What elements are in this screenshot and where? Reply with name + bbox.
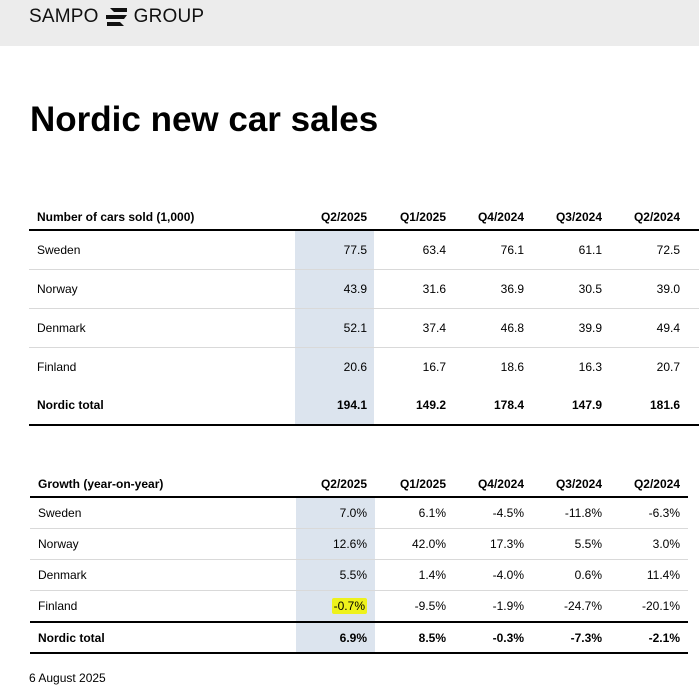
table-row: Denmark 52.1 37.4 46.8 39.9 49.4 — [29, 308, 699, 348]
row-label: Denmark — [30, 559, 296, 591]
total-row: Nordic total 6.9% 8.5% -0.3% -7.3% -2.1% — [30, 621, 688, 654]
column-header: Q4/2024 — [454, 471, 532, 498]
column-header: Q3/2024 — [532, 471, 610, 498]
table-row: Norway 12.6% 42.0% 17.3% 5.5% 3.0% — [30, 528, 688, 560]
table-cell: 20.7 — [656, 360, 680, 374]
table-cell: 20.6 — [295, 347, 374, 386]
sampo-s-logo-icon — [105, 8, 127, 26]
table-cell: 6.1% — [375, 497, 454, 529]
column-header: Q2/2024 — [609, 205, 687, 231]
column-header: Q1/2025 — [374, 205, 453, 231]
table-row: Denmark 5.5% 1.4% -4.0% 0.6% 11.4% — [30, 559, 688, 591]
table-cell: -0.3% — [454, 621, 532, 654]
table-cell: 39.9 — [531, 308, 609, 348]
table-header-row: Growth (year-on-year) Q2/2025 Q1/2025 Q4… — [30, 471, 688, 498]
table-row: Finland 20.6 16.7 18.6 16.3 20.7 — [29, 347, 699, 386]
table-cell: 12.6% — [296, 528, 375, 560]
column-header: Number of cars sold (1,000) — [29, 205, 295, 231]
table-cell: 42.0% — [375, 528, 454, 560]
table-cell: 1.4% — [375, 559, 454, 591]
table-cell: 31.6 — [374, 269, 453, 309]
table-cell: -6.3% — [610, 497, 688, 529]
table-cell: 18.6 — [500, 360, 524, 374]
column-header: Q2/2025 — [295, 205, 374, 231]
table-cell: 5.5% — [532, 528, 610, 560]
table-cell: 77.5 — [295, 230, 374, 270]
row-label: Norway — [29, 269, 295, 309]
row-label: Denmark — [29, 308, 295, 348]
column-header: Growth (year-on-year) — [30, 471, 296, 498]
top-bar: SAMPO GROUP — [0, 0, 699, 46]
column-header: Q3/2024 — [531, 205, 609, 231]
table-cell: 76.1 — [453, 230, 531, 270]
table-cell: 43.9 — [295, 269, 374, 309]
table-cell: -9.5% — [414, 599, 446, 613]
row-label: Nordic total — [29, 386, 295, 426]
table-cell: 178.4 — [453, 386, 531, 426]
table-cell: 11.4% — [610, 559, 688, 591]
total-row: Nordic total 194.1 149.2 178.4 147.9 181… — [29, 386, 699, 426]
row-label: Finland — [38, 599, 78, 613]
row-label: Sweden — [29, 230, 295, 270]
car-sales-table: Number of cars sold (1,000) Q2/2025 Q1/2… — [29, 205, 699, 426]
row-label: Norway — [30, 528, 296, 560]
table-header-row: Number of cars sold (1,000) Q2/2025 Q1/2… — [29, 205, 699, 231]
table-row: Sweden 77.5 63.4 76.1 61.1 72.5 — [29, 230, 699, 270]
column-header: Q1/2025 — [375, 471, 454, 498]
column-header: Q4/2024 — [453, 205, 531, 231]
table-cell: 147.9 — [531, 386, 609, 426]
table-cell: 49.4 — [609, 308, 687, 348]
table-cell: 149.2 — [374, 386, 453, 426]
table-cell: 52.1 — [295, 308, 374, 348]
row-label: Sweden — [30, 497, 296, 529]
table-cell: 8.5% — [375, 621, 454, 654]
table-cell: -24.7% — [563, 599, 602, 613]
table-cell: 37.4 — [374, 308, 453, 348]
table-cell: -7.3% — [532, 621, 610, 654]
table-cell: -4.5% — [454, 497, 532, 529]
table-cell: 16.7 — [422, 360, 446, 374]
table-cell: 30.5 — [531, 269, 609, 309]
growth-table: Growth (year-on-year) Q2/2025 Q1/2025 Q4… — [30, 471, 688, 654]
table-cell: 36.9 — [453, 269, 531, 309]
table-cell: 39.0 — [609, 269, 687, 309]
table-cell: 194.1 — [295, 386, 374, 426]
row-label: Finland — [37, 360, 77, 374]
table-cell: 181.6 — [609, 386, 687, 426]
table-cell: 46.8 — [453, 308, 531, 348]
table-cell: -0.7% — [296, 590, 375, 622]
table-cell: 5.5% — [296, 559, 375, 591]
table-cell: -1.9% — [492, 599, 524, 613]
page-title: Nordic new car sales — [30, 100, 379, 139]
table-row: Norway 43.9 31.6 36.9 30.5 39.0 — [29, 269, 699, 309]
column-header: Q2/2024 — [610, 471, 688, 498]
sampo-group-logo: SAMPO GROUP — [29, 6, 204, 28]
table-cell: -2.1% — [610, 621, 688, 654]
table-row: Sweden 7.0% 6.1% -4.5% -11.8% -6.3% — [30, 497, 688, 529]
table-cell: 3.0% — [610, 528, 688, 560]
table-cell: 16.3 — [578, 360, 602, 374]
highlight-marker: -0.7% — [331, 598, 367, 614]
logo-text-left: SAMPO — [29, 6, 99, 27]
footer-date: 6 August 2025 — [29, 671, 106, 685]
table-cell: 61.1 — [531, 230, 609, 270]
table-cell: 72.5 — [609, 230, 687, 270]
table-cell: -11.8% — [532, 497, 610, 529]
column-header: Q2/2025 — [296, 471, 375, 498]
row-label: Nordic total — [30, 621, 296, 654]
table-cell: -20.1% — [641, 599, 680, 613]
table-cell: 0.6% — [532, 559, 610, 591]
logo-text-right: GROUP — [133, 6, 205, 27]
table-cell: 17.3% — [454, 528, 532, 560]
table-cell: 63.4 — [374, 230, 453, 270]
table-cell: 7.0% — [296, 497, 375, 529]
table-row: Finland -0.7% -9.5% -1.9% -24.7% -20.1% — [30, 590, 688, 622]
table-cell: -4.0% — [454, 559, 532, 591]
table-cell: 6.9% — [296, 621, 375, 654]
